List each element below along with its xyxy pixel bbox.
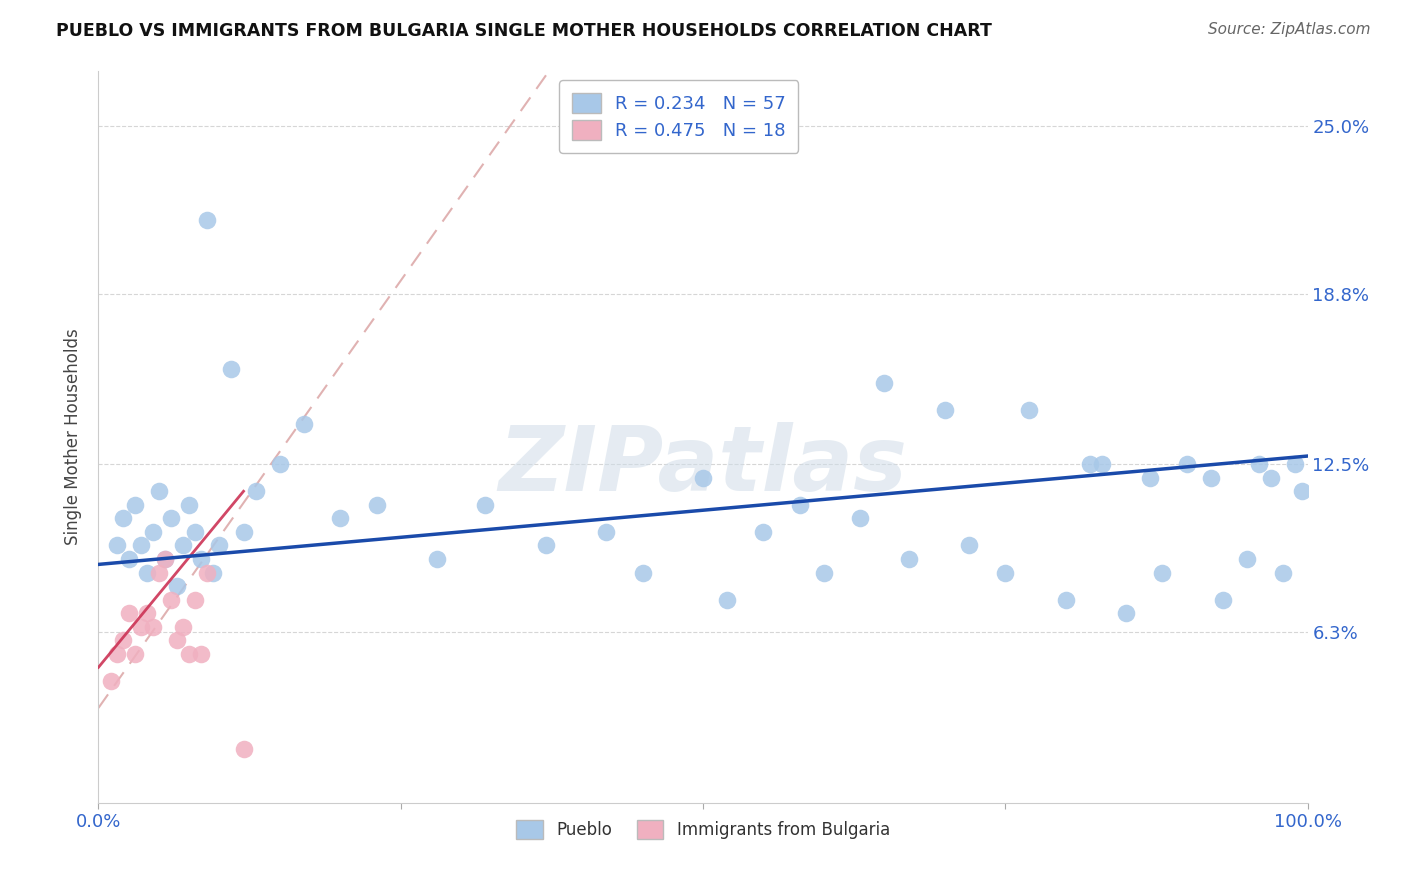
Point — [232, 524, 254, 539]
Point — [129, 620, 152, 634]
Point — [208, 538, 231, 552]
Point — [1054, 592, 1077, 607]
Point — [153, 552, 176, 566]
Point — [595, 524, 617, 539]
Point — [160, 592, 183, 607]
Point — [184, 524, 207, 539]
Legend: Pueblo, Immigrants from Bulgaria: Pueblo, Immigrants from Bulgaria — [509, 814, 897, 846]
Point — [366, 498, 388, 512]
Point — [292, 417, 315, 431]
Point — [934, 403, 956, 417]
Point — [474, 498, 496, 512]
Point — [179, 647, 201, 661]
Point — [245, 484, 267, 499]
Point — [426, 552, 449, 566]
Point — [129, 538, 152, 552]
Point — [221, 362, 243, 376]
Point — [118, 606, 141, 620]
Point — [148, 484, 170, 499]
Point — [1291, 484, 1313, 499]
Point — [153, 552, 176, 566]
Point — [1260, 471, 1282, 485]
Point — [692, 471, 714, 485]
Text: Source: ZipAtlas.com: Source: ZipAtlas.com — [1208, 22, 1371, 37]
Point — [190, 647, 212, 661]
Point — [1139, 471, 1161, 485]
Point — [994, 566, 1017, 580]
Point — [269, 457, 291, 471]
Text: ZIPatlas: ZIPatlas — [499, 422, 907, 510]
Point — [1284, 457, 1306, 471]
Point — [329, 511, 352, 525]
Point — [957, 538, 980, 552]
Point — [172, 538, 194, 552]
Point — [166, 633, 188, 648]
Point — [849, 511, 872, 525]
Point — [190, 552, 212, 566]
Point — [202, 566, 225, 580]
Point — [813, 566, 835, 580]
Point — [1199, 471, 1222, 485]
Y-axis label: Single Mother Households: Single Mother Households — [65, 329, 83, 545]
Point — [142, 524, 165, 539]
Point — [1272, 566, 1295, 580]
Point — [1152, 566, 1174, 580]
Point — [716, 592, 738, 607]
Point — [184, 592, 207, 607]
Point — [179, 498, 201, 512]
Point — [111, 511, 134, 525]
Point — [142, 620, 165, 634]
Point — [1018, 403, 1040, 417]
Point — [534, 538, 557, 552]
Point — [172, 620, 194, 634]
Point — [1212, 592, 1234, 607]
Point — [195, 213, 218, 227]
Point — [1078, 457, 1101, 471]
Point — [631, 566, 654, 580]
Text: PUEBLO VS IMMIGRANTS FROM BULGARIA SINGLE MOTHER HOUSEHOLDS CORRELATION CHART: PUEBLO VS IMMIGRANTS FROM BULGARIA SINGL… — [56, 22, 993, 40]
Point — [752, 524, 775, 539]
Point — [873, 376, 896, 390]
Point — [105, 647, 128, 661]
Point — [160, 511, 183, 525]
Point — [195, 566, 218, 580]
Point — [124, 647, 146, 661]
Point — [111, 633, 134, 648]
Point — [1091, 457, 1114, 471]
Point — [1115, 606, 1137, 620]
Point — [124, 498, 146, 512]
Point — [135, 566, 157, 580]
Point — [232, 741, 254, 756]
Point — [118, 552, 141, 566]
Point — [100, 673, 122, 688]
Point — [1175, 457, 1198, 471]
Point — [897, 552, 920, 566]
Point — [789, 498, 811, 512]
Point — [1236, 552, 1258, 566]
Point — [148, 566, 170, 580]
Point — [105, 538, 128, 552]
Point — [135, 606, 157, 620]
Point — [166, 579, 188, 593]
Point — [1249, 457, 1271, 471]
